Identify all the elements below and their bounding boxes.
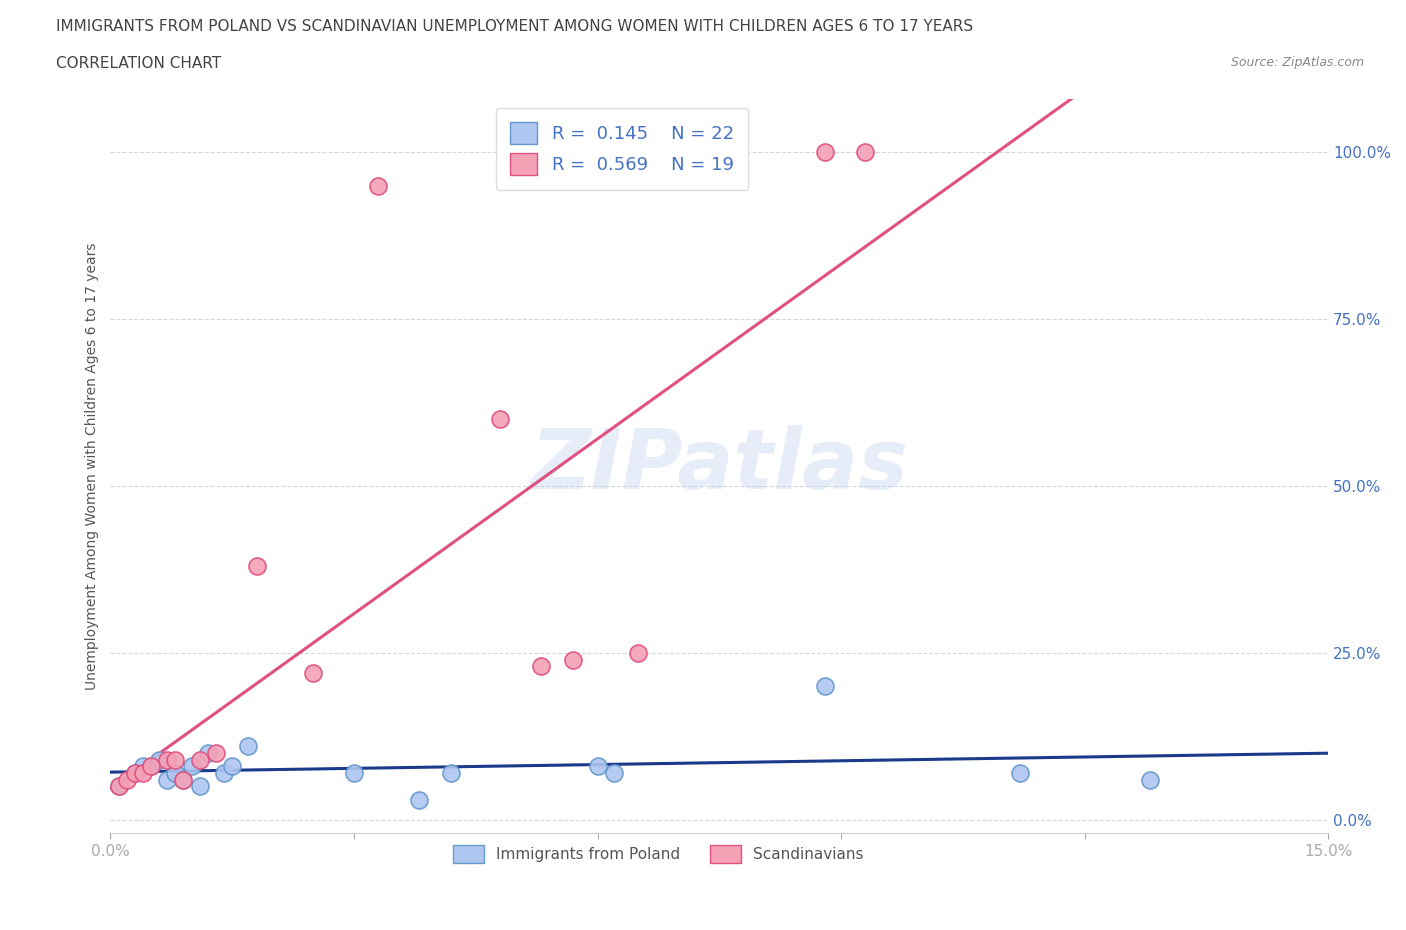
Text: ZIPatlas: ZIPatlas (530, 425, 908, 507)
Point (148, 752, 170, 767)
Point (1008, 765, 1031, 780)
Point (132, 759, 155, 774)
Point (221, 759, 243, 774)
Point (139, 759, 162, 774)
Point (124, 765, 146, 780)
Point (627, 645, 650, 660)
Point (156, 752, 179, 767)
Point (855, 145, 877, 160)
Point (139, 759, 162, 774)
Point (530, 658, 553, 673)
Point (814, 145, 837, 160)
Point (343, 765, 366, 780)
Point (212, 765, 235, 780)
Y-axis label: Unemployment Among Women with Children Ages 6 to 17 years: Unemployment Among Women with Children A… (86, 242, 100, 690)
Point (489, 412, 512, 427)
Point (107, 779, 129, 794)
Point (180, 759, 202, 774)
Point (245, 559, 267, 574)
Point (124, 765, 146, 780)
Point (408, 792, 430, 807)
Text: IMMIGRANTS FROM POLAND VS SCANDINAVIAN UNEMPLOYMENT AMONG WOMEN WITH CHILDREN AG: IMMIGRANTS FROM POLAND VS SCANDINAVIAN U… (56, 19, 973, 33)
Point (165, 765, 187, 780)
Point (440, 765, 463, 780)
Point (562, 652, 585, 667)
Point (814, 679, 837, 694)
Point (188, 779, 211, 794)
Point (188, 752, 211, 767)
Point (302, 666, 325, 681)
Point (172, 772, 194, 787)
Point (172, 772, 194, 787)
Point (205, 746, 228, 761)
Point (238, 739, 260, 754)
Point (165, 752, 187, 767)
Point (132, 765, 155, 780)
Point (367, 178, 389, 193)
Point (107, 779, 129, 794)
Point (156, 772, 179, 787)
Legend: Immigrants from Poland, Scandinavians: Immigrants from Poland, Scandinavians (447, 839, 870, 870)
Point (1139, 772, 1161, 787)
Text: CORRELATION CHART: CORRELATION CHART (56, 56, 221, 71)
Point (586, 759, 609, 774)
Point (197, 746, 219, 761)
Point (115, 772, 138, 787)
Text: Source: ZipAtlas.com: Source: ZipAtlas.com (1230, 56, 1364, 69)
Point (603, 765, 626, 780)
